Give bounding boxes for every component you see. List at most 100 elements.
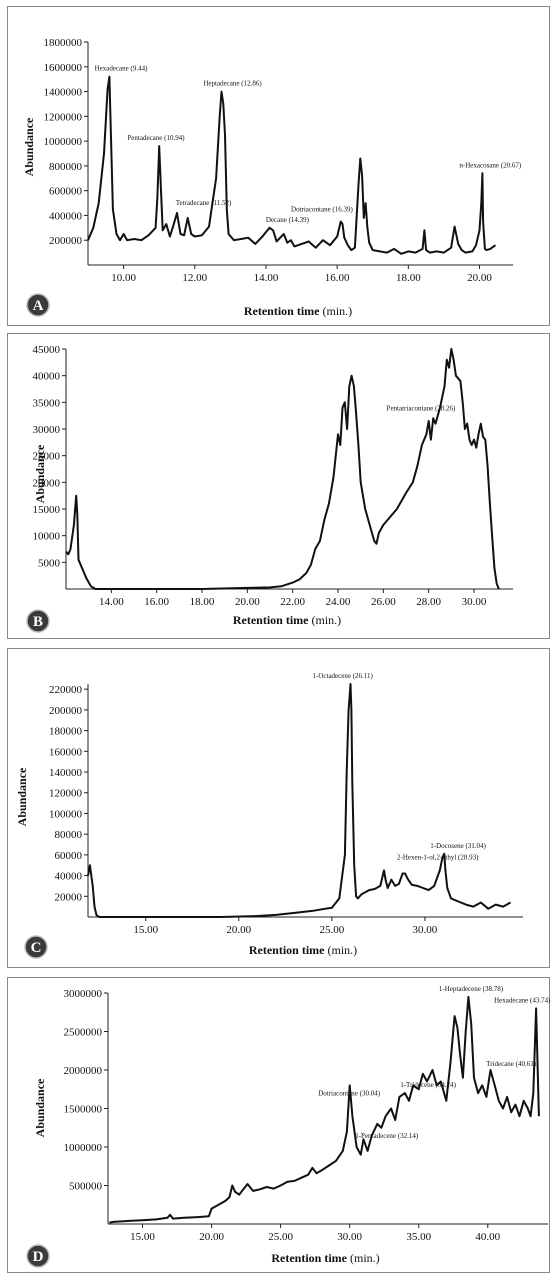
y-tick-label: 25000 — [33, 451, 61, 463]
peak-label: 1-Tridecene (34.24) — [400, 1081, 456, 1089]
x-tick-label: 15.00 — [130, 1231, 155, 1243]
y-tick-label: 600000 — [49, 186, 83, 198]
chart-c-svg: 20000 40000 60000 80000 100000 120000 140000 16… — [15, 672, 523, 959]
chart-a-svg: 200000 400000 600000 800000 1000000 1200000 14… — [22, 37, 522, 318]
peak-label: Decane (14.39) — [266, 216, 310, 224]
x-tick-label: 40.00 — [475, 1231, 500, 1243]
y-tick-label: 60000 — [55, 850, 83, 862]
x-tick-label: 28.00 — [416, 596, 441, 608]
y-tick-label: 1000000 — [64, 1142, 103, 1154]
y-tick-label: 40000 — [55, 871, 83, 883]
y-tick-label: 500000 — [69, 1181, 103, 1193]
y-tick-label: 45000 — [33, 344, 61, 356]
x-tick-label: 22.00 — [280, 596, 305, 608]
y-tick-label: 140000 — [49, 767, 83, 779]
peak-label: 1-Octadecene (26.11) — [313, 672, 374, 680]
x-tick-label: 10.00 — [111, 272, 136, 284]
y-tick-label: 3000000 — [64, 988, 103, 1000]
chart-panel-a: 200000 400000 600000 800000 1000000 1200000 14… — [7, 6, 550, 326]
x-tick-label: 30.00 — [337, 1231, 362, 1243]
y-tick-label: 1600000 — [44, 62, 83, 74]
x-tick-label: 14.00 — [99, 596, 124, 608]
y-tick-label: 160000 — [49, 746, 83, 758]
chart-d-svg: 500000 1000000 1500000 2000000 2500000 300000… — [26, 985, 551, 1268]
chromatogram-line — [109, 995, 540, 1224]
x-tick-label: 20.00 — [235, 596, 260, 608]
peak-label: 2-Hexen-1-ol,2-ethyl (28.93) — [397, 854, 479, 862]
x-tick-label: 14.00 — [254, 272, 279, 284]
panel-badge — [26, 609, 50, 633]
x-tick-label: 25.00 — [268, 1231, 293, 1243]
y-tick-label: 40000 — [33, 371, 61, 383]
y-axis-title: Abundance — [33, 1078, 47, 1137]
peak-label: n-Hexacosane (20.67) — [459, 161, 521, 169]
y-tick-label: 15000 — [33, 504, 61, 516]
chart-panel-b: 5000 10000 15000 20000 25000 30000 35000 40000 4… — [7, 333, 550, 639]
y-tick-label: 80000 — [55, 829, 83, 841]
x-tick-label: 35.00 — [406, 1231, 431, 1243]
panel-badge — [26, 293, 50, 317]
y-tick-label: 120000 — [49, 788, 83, 800]
x-axis-title-text: Retention time — [244, 304, 323, 318]
x-tick-label: 20.00 — [226, 924, 251, 936]
panel-badge-label: D — [33, 1249, 44, 1265]
chart-panel-c: 20000 40000 60000 80000 100000 120000 140000 16… — [7, 648, 550, 968]
y-tick-label: 1400000 — [44, 87, 83, 99]
y-tick-label: 200000 — [49, 235, 83, 247]
peak-label: Heptadecane (12.86) — [203, 80, 262, 88]
panel-badge-label: B — [33, 614, 43, 630]
x-axis-title-text: Retention time — [271, 1251, 350, 1265]
y-tick-label: 180000 — [49, 726, 83, 738]
y-tick-label: 400000 — [49, 210, 83, 222]
peak-label: Pentatriacontane (28.26) — [387, 404, 456, 412]
y-tick-label: 800000 — [49, 161, 83, 173]
chart-b-svg: 5000 10000 15000 20000 25000 30000 35000 40000 4… — [26, 344, 513, 633]
panel-badge-label: A — [33, 298, 44, 314]
y-axis-title: Abundance — [33, 444, 47, 503]
y-axis-title: Abundance — [15, 767, 29, 826]
x-axis-title-unit: (min.) — [322, 304, 352, 318]
peak-label: Tetradecane (11.52) — [176, 199, 232, 207]
x-axis-title: Retention time (min.) — [271, 1251, 379, 1265]
x-axis-title-text: Retention time — [249, 943, 328, 957]
y-tick-label: 10000 — [33, 531, 61, 543]
x-axis-title-unit: (min.) — [311, 613, 341, 627]
x-axis-title-unit: (min.) — [350, 1251, 380, 1265]
x-axis-title-text: Retention time — [233, 613, 312, 627]
peak-label: Hexadecane (9.44) — [95, 65, 149, 73]
y-tick-label: 220000 — [49, 684, 83, 696]
x-axis-title: Retention time (min.) — [233, 613, 341, 627]
x-tick-label: 16.00 — [325, 272, 350, 284]
chromatogram-line — [65, 348, 500, 590]
x-tick-label: 24.00 — [326, 596, 351, 608]
x-tick-label: 26.00 — [371, 596, 396, 608]
x-tick-label: 18.00 — [396, 272, 421, 284]
y-tick-label: 200000 — [49, 705, 83, 717]
y-tick-label: 100000 — [49, 808, 83, 820]
x-tick-label: 20.00 — [467, 272, 492, 284]
x-axis-title: Retention time (min.) — [249, 943, 357, 957]
y-tick-label: 1800000 — [44, 37, 83, 49]
y-tick-label: 2500000 — [64, 1027, 103, 1039]
x-tick-label: 12.00 — [182, 272, 207, 284]
peak-label: 1-Docosene (31.04) — [430, 842, 486, 850]
chromatogram-line — [87, 683, 512, 918]
y-tick-label: 1500000 — [64, 1104, 103, 1116]
x-tick-label: 25.00 — [319, 924, 344, 936]
x-axis-title: Retention time (min.) — [244, 304, 352, 318]
x-tick-label: 30.00 — [462, 596, 487, 608]
x-axis-title-unit: (min.) — [327, 943, 357, 957]
peak-label: Tridecane (40.61) — [486, 1060, 537, 1068]
x-tick-label: 16.00 — [144, 596, 169, 608]
y-tick-label: 1200000 — [44, 111, 83, 123]
y-tick-label: 20000 — [33, 477, 61, 489]
y-tick-label: 5000 — [38, 557, 61, 569]
chromatogram-line — [87, 75, 497, 255]
x-tick-label: 30.00 — [413, 924, 438, 936]
y-axis-title: Abundance — [22, 117, 36, 176]
x-tick-label: 20.00 — [199, 1231, 224, 1243]
peak-label: 1-Pentadecene (32.14) — [355, 1132, 419, 1140]
peak-label: 1-Heptadecene (38.78) — [439, 985, 504, 993]
y-tick-label: 30000 — [33, 424, 61, 436]
x-tick-label: 15.00 — [133, 924, 158, 936]
